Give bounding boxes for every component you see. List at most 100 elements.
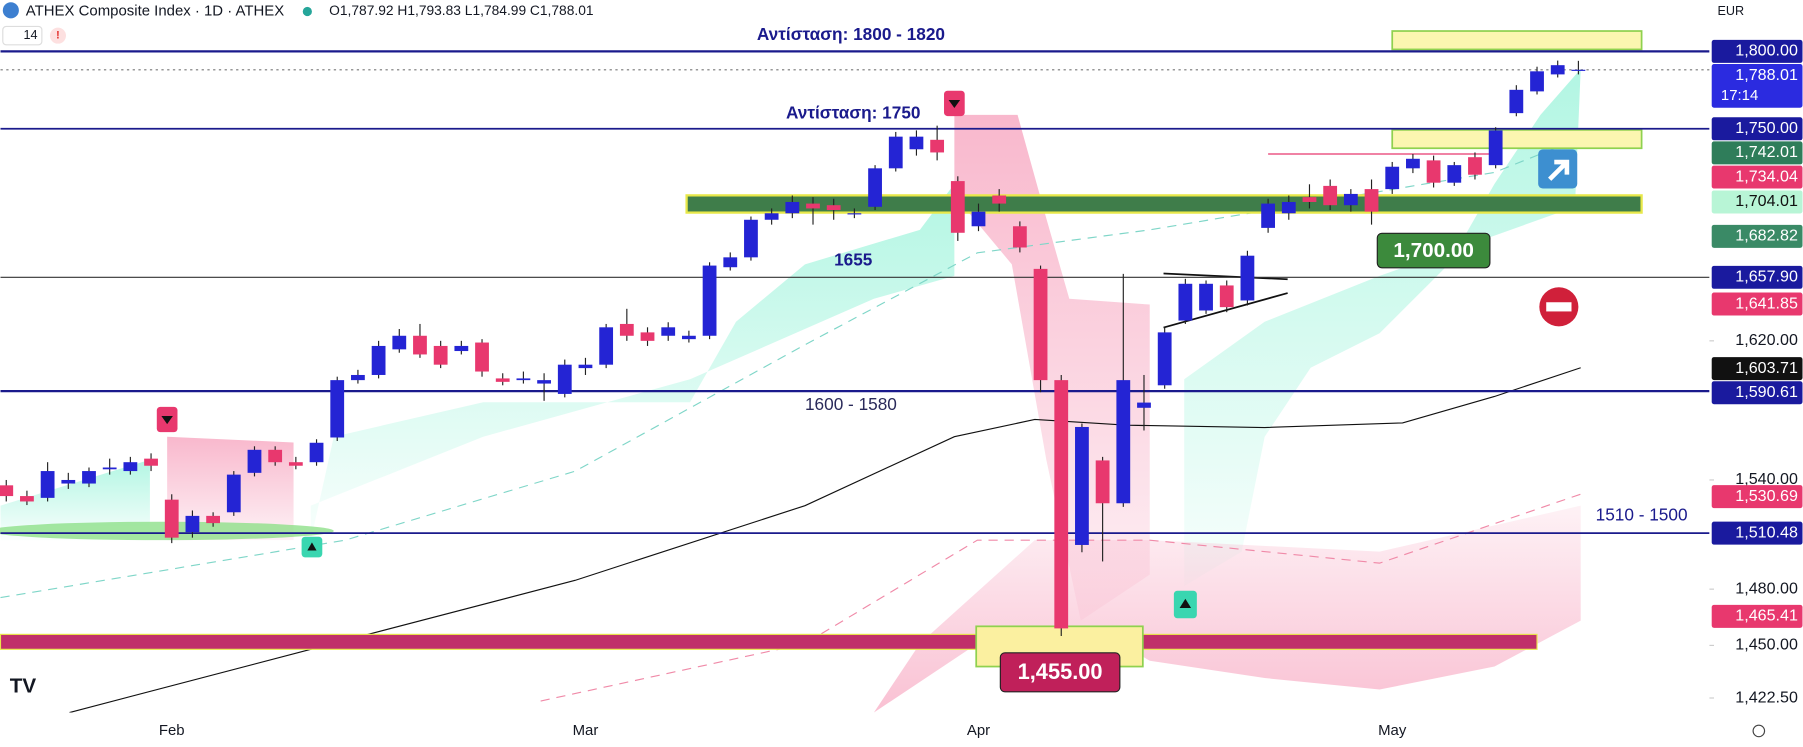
candle-body bbox=[268, 449, 283, 463]
candle-body bbox=[1530, 71, 1544, 92]
candle-body bbox=[1178, 283, 1193, 321]
price-tag-label: 1,510.48 bbox=[1735, 523, 1798, 541]
candle-body bbox=[826, 205, 841, 211]
logo: TV bbox=[10, 675, 37, 698]
candle-body bbox=[744, 219, 758, 258]
price-tag-label: 1,641.85 bbox=[1735, 294, 1798, 312]
candle-body bbox=[1157, 332, 1172, 386]
countdown: 17:14 bbox=[1721, 87, 1758, 104]
price-tags: 1,800.00 1,788.01 17:14 1,750.00 1,742.01 1,7… bbox=[1711, 39, 1803, 628]
levels bbox=[0, 50, 1710, 535]
annotation: 1600 - 1580 bbox=[805, 394, 897, 414]
price-tag bbox=[1711, 190, 1803, 214]
candle-body bbox=[1550, 65, 1565, 75]
candle-body bbox=[1468, 157, 1482, 175]
annotation: 1510 - 1500 bbox=[1596, 505, 1688, 525]
candle-body bbox=[1054, 380, 1069, 629]
candle-body bbox=[495, 378, 510, 382]
currency: EUR bbox=[1717, 4, 1744, 18]
price-tag-label: 1,734.04 bbox=[1735, 167, 1798, 185]
x-tick-label: Feb bbox=[159, 722, 185, 739]
time-axis bbox=[0, 712, 1710, 747]
price-tag bbox=[1711, 485, 1803, 509]
candle-body bbox=[785, 201, 800, 214]
candle-body bbox=[433, 345, 448, 365]
candle-body bbox=[82, 471, 96, 484]
annotation-box bbox=[1376, 232, 1491, 269]
candle-body bbox=[1075, 426, 1089, 545]
price-tag-label: 1,800.00 bbox=[1735, 42, 1798, 60]
alert: ! bbox=[56, 30, 60, 42]
price-tag-label: 1,465.41 bbox=[1735, 607, 1798, 625]
x-tick-label: Mar bbox=[573, 722, 599, 739]
candle-body bbox=[1302, 197, 1317, 202]
candle-body bbox=[1281, 201, 1296, 214]
candle-body bbox=[702, 265, 717, 336]
price-tag bbox=[1711, 39, 1803, 63]
candle-body bbox=[309, 442, 324, 463]
y-tick-label: 1,422.50 bbox=[1735, 688, 1798, 706]
candle-body bbox=[619, 323, 634, 336]
annotations: Αντίσταση: 1800 - 1820 Αντίσταση: 1750 1… bbox=[757, 24, 1688, 693]
annotation-box bbox=[999, 652, 1121, 693]
candle-body bbox=[992, 195, 1007, 204]
candle-body bbox=[1364, 189, 1379, 212]
candle-body bbox=[413, 335, 427, 355]
price-tag-label: 1,742.01 bbox=[1735, 143, 1798, 161]
price-tag-label: 1,530.69 bbox=[1735, 487, 1798, 505]
candle-body bbox=[950, 181, 965, 233]
y-tick-label: 1,480.00 bbox=[1735, 579, 1798, 597]
price-tag bbox=[1711, 357, 1803, 381]
candle-body bbox=[723, 257, 738, 268]
candle-body bbox=[847, 213, 862, 215]
price-tag-label: 1,788.01 bbox=[1735, 66, 1798, 84]
candle-body bbox=[185, 515, 200, 533]
candle-body bbox=[806, 203, 820, 209]
candle-body bbox=[661, 327, 676, 336]
price-tag bbox=[1711, 64, 1803, 108]
candle-body bbox=[1261, 203, 1275, 228]
candle-body bbox=[1406, 158, 1420, 169]
candle-body bbox=[1509, 89, 1524, 114]
candle-body bbox=[557, 364, 572, 394]
price-tag-label: 1,657.90 bbox=[1735, 268, 1798, 286]
candle-body bbox=[1012, 226, 1027, 248]
candle-body bbox=[1137, 402, 1151, 408]
candle-body bbox=[1571, 69, 1586, 71]
candle-body bbox=[1219, 285, 1234, 308]
y-tick-label: 1,450.00 bbox=[1735, 636, 1798, 654]
candle-body bbox=[144, 458, 158, 466]
header: ATHEX Composite Index · 1D · ATHEX O1,78… bbox=[2, 2, 1766, 738]
candle-body bbox=[1033, 268, 1048, 381]
price-tag bbox=[1711, 604, 1803, 628]
candle-body bbox=[288, 462, 303, 466]
settings[interactable] bbox=[1752, 724, 1766, 738]
price-tag bbox=[1711, 117, 1803, 141]
candle-body bbox=[516, 378, 531, 381]
price-tag bbox=[1711, 292, 1803, 316]
candle-body bbox=[371, 345, 386, 375]
candle-body bbox=[888, 136, 903, 169]
candle-body bbox=[930, 139, 945, 153]
annotation: Αντίσταση: 1800 - 1820 bbox=[757, 24, 945, 44]
candle-body bbox=[1323, 185, 1338, 206]
price-tag bbox=[1711, 521, 1803, 545]
candle-body bbox=[537, 380, 551, 384]
candle-body bbox=[247, 449, 262, 473]
candle-body bbox=[226, 474, 241, 513]
candles bbox=[0, 60, 1586, 636]
price-tag bbox=[1711, 224, 1803, 248]
x-tick-label: May bbox=[1378, 722, 1407, 739]
candle-body bbox=[164, 499, 179, 538]
candle-body bbox=[1447, 165, 1462, 183]
candle-body bbox=[40, 471, 55, 498]
candle-body bbox=[0, 485, 14, 497]
study-count[interactable]: 14 bbox=[23, 28, 37, 42]
y-tick-label: 1,540.00 bbox=[1735, 470, 1798, 488]
candle-body bbox=[206, 515, 221, 524]
candle-body bbox=[1095, 460, 1110, 504]
price-tag-label: 1,603.71 bbox=[1735, 359, 1798, 377]
candle-body bbox=[971, 211, 986, 227]
candle-body bbox=[1199, 283, 1213, 311]
